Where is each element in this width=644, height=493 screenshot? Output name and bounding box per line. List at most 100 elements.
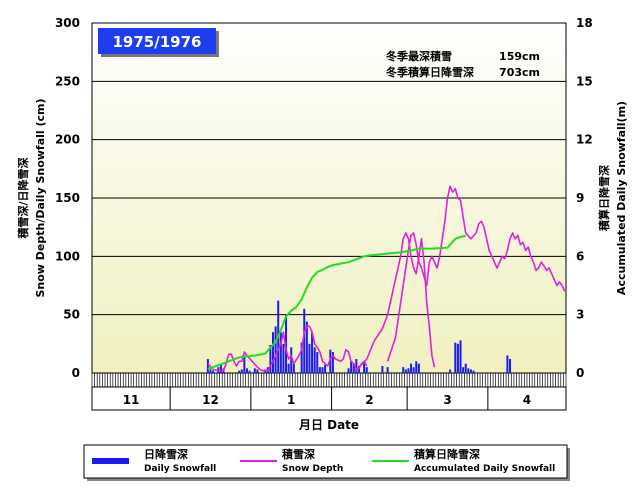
daily-snowfall-bar xyxy=(462,367,465,373)
day-tick-marks xyxy=(91,373,567,387)
daily-snowfall-bar xyxy=(256,369,259,373)
daily-snowfall-bar xyxy=(467,368,470,373)
daily-snowfall-bar xyxy=(402,367,405,373)
left-tick-label: 200 xyxy=(55,133,80,147)
daily-snowfall-bar xyxy=(272,332,275,373)
legend-box xyxy=(83,444,568,479)
daily-snowfall-bar xyxy=(469,369,472,373)
daily-snowfall-bar xyxy=(290,347,293,373)
daily-snowfall-bar xyxy=(219,364,222,373)
daily-snowfall-bar xyxy=(331,352,334,373)
y-right-title-en: Accumulated Daily Snowfall(m) xyxy=(615,101,628,295)
daily-snowfall-bar xyxy=(381,366,384,373)
left-tick-label: 0 xyxy=(72,366,80,380)
month-label: 11 xyxy=(123,393,140,407)
daily-snowfall-bar xyxy=(248,370,251,373)
daily-snowfall-bar xyxy=(410,363,413,373)
left-axis-ticks: 0 50 100 150 200 250 300 xyxy=(55,16,80,380)
summary-total-snowfall-value: 703cm xyxy=(499,66,540,79)
left-tick-label: 50 xyxy=(63,308,80,322)
right-tick-label: 18 xyxy=(576,16,593,30)
snow-depth-segment xyxy=(207,325,368,372)
daily-snowfall-bar xyxy=(407,368,410,373)
daily-snowfall-bar xyxy=(321,367,324,373)
right-tick-label: 0 xyxy=(576,366,584,380)
accumulated-snowfall-line xyxy=(207,234,466,371)
daily-snowfall-bar xyxy=(350,361,353,373)
daily-snowfall-bar xyxy=(209,369,212,373)
daily-snowfall-bar xyxy=(206,359,209,373)
accumulated-snowfall-polyline xyxy=(207,234,466,371)
daily-snowfall-bar xyxy=(253,368,256,373)
daily-snowfall-bar xyxy=(311,332,314,373)
daily-snowfall-bar xyxy=(404,369,407,373)
daily-snowfall-bar xyxy=(365,367,368,373)
y-left-title-en: Snow Depth/Daily Snowfall (cm) xyxy=(34,98,47,297)
month-labels: 11 12 1 2 3 4 xyxy=(123,387,531,410)
daily-snowfall-bar xyxy=(329,349,332,373)
y-right-title-jp: 積算日降雪深 xyxy=(597,165,611,232)
snow-depth-line xyxy=(207,185,566,372)
daily-snowfall-bar xyxy=(352,363,355,373)
daily-snowfall-bar xyxy=(282,343,285,373)
daily-snowfall-bar xyxy=(415,361,418,373)
daily-snowfall-bar xyxy=(459,340,462,373)
daily-snowfall-bar xyxy=(472,370,475,373)
month-label: 4 xyxy=(523,393,531,407)
month-band xyxy=(91,386,567,411)
daily-snowfall-bar xyxy=(285,314,288,373)
daily-snowfall-bar xyxy=(412,367,415,373)
daily-snowfall-bar xyxy=(240,369,243,373)
daily-snowfall-bar xyxy=(363,361,366,373)
month-label: 2 xyxy=(365,393,373,407)
daily-snowfall-bar xyxy=(506,355,509,373)
y-left-title-jp: 積雪深/日降雪深 xyxy=(16,157,30,239)
daily-snowfall-bar xyxy=(509,359,512,373)
snow-depth-segment xyxy=(386,185,566,362)
right-tick-label: 6 xyxy=(576,249,584,263)
legend-label-snow-depth-jp: 積雪深 xyxy=(281,447,315,461)
daily-snowfall-bar xyxy=(238,370,241,373)
snow-depth-segment xyxy=(358,232,436,368)
summary-max-depth-label: 冬季最深積雪 xyxy=(386,49,452,63)
legend-label-daily-snowfall-en: Daily Snowfall xyxy=(144,464,216,474)
legend-label-daily-snowfall-jp: 日降雪深 xyxy=(144,447,188,461)
title-box xyxy=(98,28,216,54)
right-tick-label: 15 xyxy=(576,74,593,88)
daily-snowfall-bar xyxy=(303,308,306,373)
daily-snowfall-bar xyxy=(313,347,316,373)
x-axis-title: 月日 Date xyxy=(298,418,359,432)
daily-snowfall-bar xyxy=(292,363,295,373)
legend-label-accumulated-jp: 積算日降雪深 xyxy=(413,447,480,461)
legend-label-snow-depth-en: Snow Depth xyxy=(282,464,343,474)
daily-snowfall-bar xyxy=(357,366,360,373)
summary-max-depth-value: 159cm xyxy=(499,50,540,63)
daily-snowfall-bar xyxy=(308,343,311,373)
daily-snowfall-bar xyxy=(386,367,389,373)
daily-snowfall-bar xyxy=(287,363,290,373)
daily-snowfall-bar xyxy=(245,368,248,373)
legend-swatch-daily-snowfall xyxy=(92,458,129,464)
daily-snowfall-bar xyxy=(347,368,350,373)
left-tick-label: 150 xyxy=(55,191,80,205)
right-tick-label: 12 xyxy=(576,133,593,147)
daily-snowfall-bar xyxy=(417,363,420,373)
daily-snowfall-bar xyxy=(279,332,282,373)
daily-snowfall-bar xyxy=(305,321,308,373)
right-axis-ticks: 0 3 6 9 12 15 18 xyxy=(576,16,593,380)
right-tick-label: 9 xyxy=(576,191,584,205)
daily-snowfall-bar xyxy=(212,370,215,373)
month-label: 3 xyxy=(443,393,451,407)
summary-total-snowfall-label: 冬季積算日降雪深 xyxy=(386,65,474,79)
legend-label-accumulated-en: Accumulated Daily Snowfall xyxy=(414,464,555,474)
month-label: 12 xyxy=(202,393,219,407)
daily-snowfall-bar xyxy=(318,367,321,373)
daily-snowfall-bar xyxy=(269,345,272,373)
month-label: 1 xyxy=(287,393,295,407)
daily-snowfall-bar xyxy=(456,343,459,373)
daily-snowfall-bar xyxy=(324,364,327,373)
daily-snowfall-bar xyxy=(449,369,452,373)
left-tick-label: 300 xyxy=(55,16,80,30)
daily-snowfall-bar xyxy=(243,355,246,373)
